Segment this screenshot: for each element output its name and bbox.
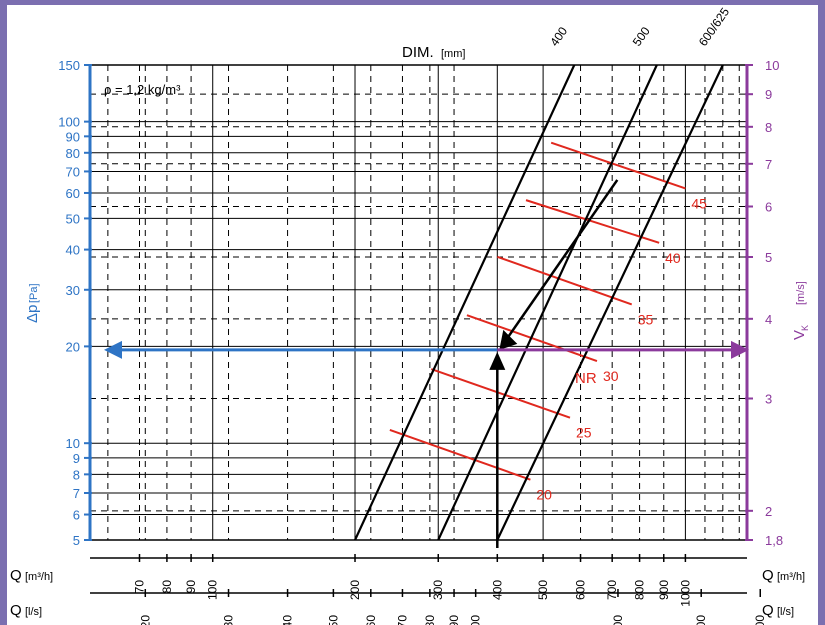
- right-tick-label: 5: [765, 250, 772, 265]
- bottom-tick-label-ls: 300: [694, 615, 708, 625]
- bottom-axis-title-ls-right: Q: [762, 602, 774, 619]
- nr-label-30: 30: [603, 368, 619, 384]
- nr-label-40: 40: [665, 250, 681, 266]
- nr-caption: NR: [575, 370, 597, 387]
- bottom-axis-unit-ls: [l/s]: [25, 606, 42, 618]
- chart-marks: [84, 64, 761, 597]
- series-label-500: 500: [630, 24, 653, 49]
- bottom-tick-label-m3h: 800: [633, 580, 647, 600]
- right-axis-title: V: [791, 330, 808, 340]
- series-line-600/625: [496, 64, 724, 541]
- bottom-tick-label-m3h: 70: [133, 580, 147, 594]
- bottom-tick-label-m3h: 200: [348, 580, 362, 600]
- bottom-tick-label-ls: 200: [611, 615, 625, 625]
- nr-label-20: 20: [536, 487, 552, 503]
- left-tick-label: 60: [66, 186, 80, 201]
- bottom-tick-label-ls: 20: [138, 615, 152, 625]
- left-tick-label: 7: [73, 486, 80, 501]
- left-tick-label: 80: [66, 146, 80, 161]
- right-tick-label: 8: [765, 120, 772, 135]
- density-note: ρ = 1,2 kg/m³: [104, 82, 181, 97]
- series-line-400: [354, 64, 576, 541]
- bottom-tick-label-m3h: 300: [431, 580, 445, 600]
- right-tick-label: 1,8: [765, 533, 783, 548]
- bottom-tick-label-m3h: 90: [184, 580, 198, 594]
- nr-label-35: 35: [638, 311, 654, 327]
- left-tick-label: 150: [58, 58, 80, 73]
- bottom-tick-label-m3h: 400: [490, 580, 504, 600]
- bottom-tick-label-ls: 100: [469, 615, 483, 625]
- nr-line-20: [389, 428, 531, 481]
- nr-line-45: [550, 141, 686, 190]
- bottom-tick-label-ls: 60: [364, 615, 378, 625]
- bottom-axis-title-m3h: Q: [10, 567, 22, 584]
- bottom-tick-label-m3h: 900: [657, 580, 671, 600]
- bottom-tick-label-ls: 90: [447, 615, 461, 625]
- left-tick-label: 30: [66, 283, 80, 298]
- bottom-tick-label-m3h: 1000: [678, 580, 692, 607]
- bottom-axis-title-ls: Q: [10, 602, 22, 619]
- left-tick-label: 9: [73, 451, 80, 466]
- pressure-drop-chart: 56789102030405060708090100150Δp[Pa]1,823…: [10, 5, 810, 625]
- left-tick-label: 70: [66, 164, 80, 179]
- left-tick-label: 10: [66, 436, 80, 451]
- example-dp-arrowhead: [104, 340, 122, 359]
- series-line-500: [437, 64, 658, 541]
- left-axis-title: Δp: [24, 305, 41, 323]
- left-tick-label: 5: [73, 533, 80, 548]
- left-tick-label: 90: [66, 129, 80, 144]
- bottom-axis-unit-m3h-right: [m³/h]: [777, 571, 805, 583]
- left-tick-label: 100: [58, 115, 80, 130]
- grid-lines: [89, 64, 748, 541]
- left-tick-label: 20: [66, 339, 80, 354]
- bottom-tick-label-m3h: 100: [206, 580, 220, 600]
- bottom-tick-label-ls: 400: [753, 615, 767, 625]
- bottom-tick-label-m3h: 700: [605, 580, 619, 600]
- chart-title-unit: [mm]: [441, 48, 465, 60]
- bottom-tick-label-m3h: 80: [160, 580, 174, 594]
- right-tick-label: 6: [765, 199, 772, 214]
- right-tick-label: 4: [765, 312, 772, 327]
- right-tick-label: 3: [765, 392, 772, 407]
- bottom-tick-label-ls: 40: [281, 615, 295, 625]
- bottom-tick-label-ls: 80: [423, 615, 437, 625]
- nr-label-45: 45: [691, 195, 707, 211]
- right-tick-label: 7: [765, 157, 772, 172]
- left-tick-label: 50: [66, 211, 80, 226]
- right-axis-subscript: K: [800, 325, 810, 331]
- example-dim-line: [502, 179, 619, 345]
- right-tick-label: 2: [765, 504, 772, 519]
- nr-label-25: 25: [576, 425, 592, 441]
- example-flow-arrowhead: [489, 351, 506, 370]
- example-vk-arrowhead: [731, 340, 749, 359]
- bottom-axis-title-m3h-right: Q: [762, 567, 774, 584]
- right-tick-label: 10: [765, 58, 779, 73]
- example-dim-arrowhead: [499, 329, 518, 350]
- nr-line-25: [430, 368, 571, 419]
- right-axis-unit: [m/s]: [795, 281, 807, 305]
- left-tick-label: 40: [66, 243, 80, 258]
- right-tick-label: 9: [765, 87, 772, 102]
- bottom-tick-label-ls: 50: [326, 615, 340, 625]
- bottom-tick-label-ls: 70: [395, 615, 409, 625]
- bottom-axis-unit-ls-right: [l/s]: [777, 606, 794, 618]
- series-label-600/625: 600/625: [696, 5, 733, 49]
- left-tick-label: 8: [73, 467, 80, 482]
- left-tick-label: 6: [73, 508, 80, 523]
- bottom-tick-label-ls: 30: [222, 615, 236, 625]
- bottom-tick-label-m3h: 500: [536, 580, 550, 600]
- chart-title: DIM.: [402, 44, 434, 61]
- chart-labels: 56789102030405060708090100150Δp[Pa]1,823…: [10, 5, 810, 625]
- bottom-tick-label-m3h: 600: [574, 580, 588, 600]
- series-label-400: 400: [547, 24, 570, 49]
- nr-line-35: [496, 255, 633, 306]
- bottom-axis-unit-m3h: [m³/h]: [25, 571, 53, 583]
- nr-line-40: [525, 199, 660, 244]
- left-axis-unit: [Pa]: [28, 283, 40, 303]
